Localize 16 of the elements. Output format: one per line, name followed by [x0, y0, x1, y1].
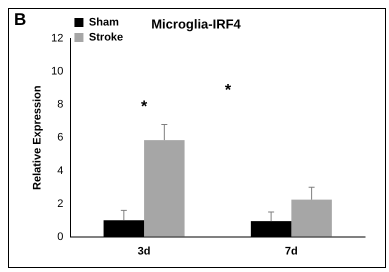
chart-title: Microglia-IRF4: [151, 16, 242, 32]
y-tick-label: 6: [57, 132, 64, 144]
y-tick-label: 8: [57, 98, 64, 111]
y-tick-label: 2: [57, 198, 64, 210]
text: B: [14, 10, 26, 30]
y-axis-title: Relative Expression: [32, 85, 44, 190]
x-tick-label: 7d: [284, 245, 298, 258]
y-tick-label: 0: [57, 230, 64, 243]
y-tick-label: 12: [51, 32, 64, 45]
annotation: *: [140, 98, 148, 116]
y-tick-label: 10: [51, 66, 64, 78]
x-tick-label: 3d: [138, 245, 150, 258]
legend-label: Sham: [88, 16, 120, 29]
annotation: *: [224, 82, 232, 99]
y-tick-label: 4: [57, 164, 64, 177]
legend-label: Stroke: [88, 32, 124, 44]
